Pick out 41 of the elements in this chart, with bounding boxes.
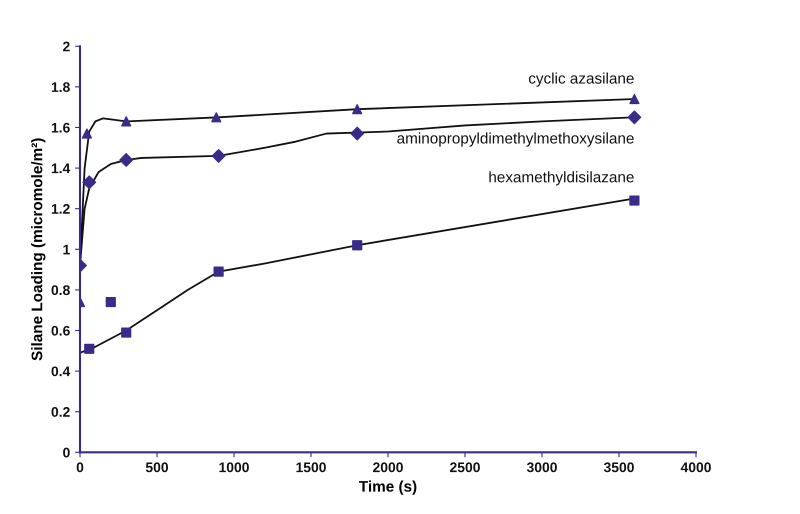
- x-tick-label: 0: [76, 462, 84, 472]
- y-tick-label: 1.8: [52, 82, 70, 92]
- point: [121, 116, 132, 126]
- y-tick-label: 0.2: [52, 407, 70, 417]
- series-label: aminopropyldimethylmethoxysilane: [397, 132, 634, 147]
- point: [214, 266, 224, 277]
- y-tick-label: 0.6: [52, 326, 70, 336]
- y-tick-label: 2: [63, 42, 70, 52]
- point: [119, 153, 134, 167]
- point: [627, 110, 642, 124]
- x-tick-label: 500: [146, 462, 168, 472]
- point: [121, 327, 132, 338]
- point: [106, 296, 116, 308]
- point: [629, 195, 640, 206]
- point: [352, 104, 362, 114]
- series-label: cyclic azasilane: [528, 72, 634, 87]
- point: [212, 148, 226, 163]
- x-tick-label: 3000: [526, 462, 557, 472]
- x-tick-label: 2500: [450, 462, 480, 472]
- y-tick-label: 0.8: [52, 285, 70, 296]
- y-tick-label: 1: [63, 244, 70, 254]
- x-tick-label: 3500: [604, 462, 634, 472]
- point: [84, 344, 94, 354]
- y-tick-label: 1.4: [52, 164, 70, 174]
- y-axis-title: Silane Loading (micromole/m²): [31, 138, 46, 360]
- x-tick-label: 4000: [680, 462, 711, 472]
- y-tick-label: 1.2: [52, 204, 70, 214]
- point: [82, 128, 92, 139]
- series-label: hexamethyldisilazane: [489, 171, 634, 186]
- x-tick-label: 1000: [219, 462, 249, 472]
- y-tick-label: 0: [63, 448, 70, 458]
- point: [629, 94, 640, 104]
- x-axis-title: Time (s): [359, 480, 416, 495]
- y-tick-label: 1.6: [52, 122, 70, 133]
- x-tick-label: 1500: [296, 462, 326, 472]
- point: [211, 112, 222, 122]
- point: [82, 175, 96, 190]
- x-tick-label: 2000: [373, 462, 403, 472]
- y-tick-label: 0.4: [52, 366, 70, 376]
- point: [352, 240, 362, 250]
- point: [350, 126, 364, 140]
